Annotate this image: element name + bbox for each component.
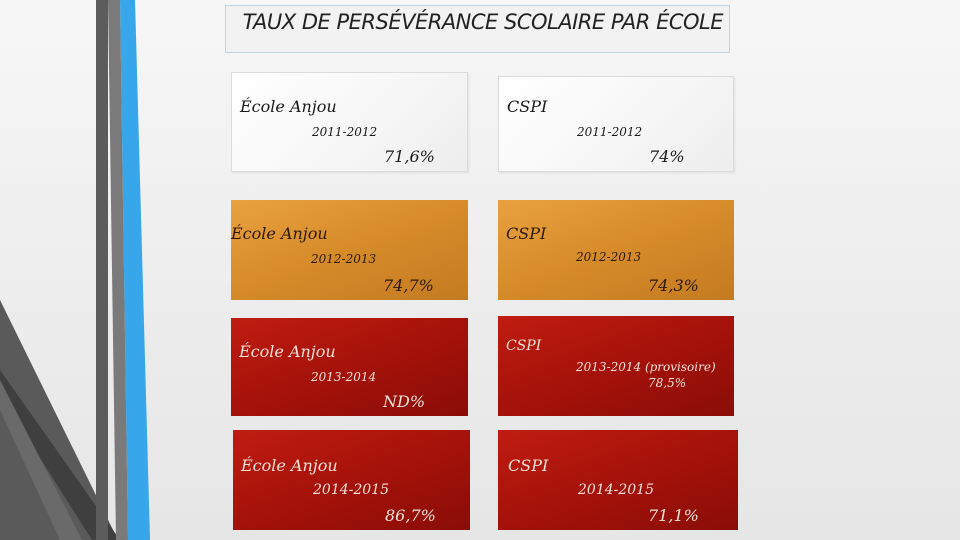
card-anjou-2013-2014: École Anjou 2013-2014 ND%	[231, 318, 468, 416]
card-cspi-2011-2012: CSPI 2011-2012 74%	[498, 76, 734, 172]
card-school: École Anjou	[239, 342, 336, 361]
stripe-light-gray	[108, 0, 128, 540]
stripe-darker	[0, 370, 120, 540]
card-school: CSPI	[508, 456, 549, 475]
card-year: 2012-2013	[576, 250, 642, 264]
page-title: TAUX DE PERSÉVÉRANCE SCOLAIRE PAR ÉCOLE	[225, 5, 730, 53]
card-value: 78,5%	[648, 376, 687, 390]
card-cspi-2012-2013: CSPI 2012-2013 74,3%	[498, 200, 734, 300]
card-school: École Anjou	[231, 224, 328, 243]
stripe-blue	[120, 0, 150, 540]
card-year: 2014-2015	[578, 482, 654, 498]
card-school: CSPI	[506, 338, 542, 354]
card-school: CSPI	[507, 97, 548, 116]
card-school: École Anjou	[240, 97, 337, 116]
card-year: 2012-2013	[311, 252, 377, 266]
card-value: 74,3%	[648, 276, 699, 295]
card-school: CSPI	[506, 224, 547, 243]
card-cspi-2014-2015: CSPI 2014-2015 71,1%	[498, 430, 738, 530]
card-year: 2011-2012	[577, 125, 643, 139]
card-value: 71,1%	[648, 506, 699, 525]
card-value: 71,6%	[384, 147, 435, 166]
card-anjou-2014-2015: École Anjou 2014-2015 86,7%	[233, 430, 470, 530]
card-year: 2013-2014	[311, 370, 377, 384]
card-cspi-2013-2014: CSPI 2013-2014 (provisoire) 78,5%	[498, 316, 734, 416]
card-year: 2011-2012	[312, 125, 378, 139]
card-year: 2013-2014 (provisoire)	[576, 360, 716, 374]
card-school: École Anjou	[241, 456, 338, 475]
card-year: 2014-2015	[313, 482, 389, 498]
card-anjou-2011-2012: École Anjou 2011-2012 71,6%	[231, 72, 468, 172]
stripe-gray-vertical	[96, 0, 108, 540]
stripe-mid	[0, 380, 82, 540]
stripe-dark	[0, 300, 118, 540]
card-value: 74%	[649, 147, 685, 166]
card-value: ND%	[383, 392, 426, 411]
card-value: 86,7%	[385, 506, 436, 525]
card-value: 74,7%	[383, 276, 434, 295]
card-anjou-2012-2013: École Anjou 2012-2013 74,7%	[231, 200, 468, 300]
